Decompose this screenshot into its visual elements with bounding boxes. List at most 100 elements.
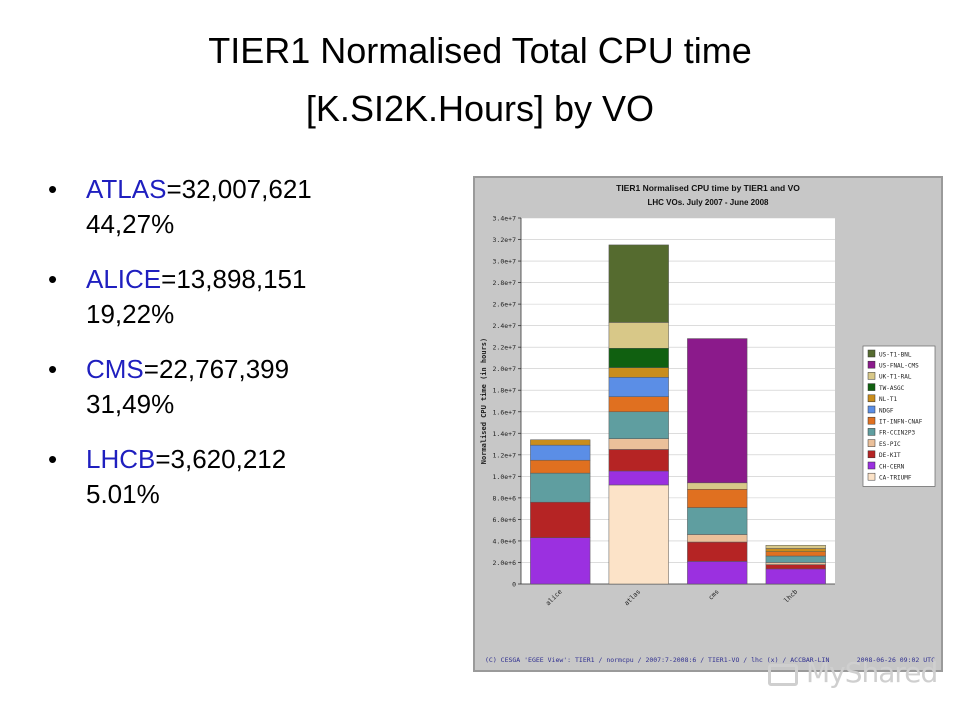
legend-swatch <box>867 461 876 470</box>
vo-name: ALICE <box>86 264 162 294</box>
chart-legend: US-T1-BNL US-FNAL-CMS UK-T1-RAL TW-ASGC NL-T… <box>862 345 936 487</box>
bar-segment-alice-ndgf <box>530 444 591 461</box>
y-tick-label: 1.2e+7 <box>493 451 517 459</box>
y-tick-label: 2.8e+7 <box>493 279 517 287</box>
bar-segment-atlas-ca-triumf <box>608 484 669 585</box>
bullet-alice: ALICE=13,898,151 19,22% <box>48 262 428 332</box>
slide-title-line2: [K.SI2K.Hours] by VO <box>305 88 655 129</box>
bar-segment-lhcb-uk-t1-ral <box>765 544 826 549</box>
y-tick-label: 8.0e+6 <box>493 494 517 502</box>
vo-name: LHCB <box>86 444 156 474</box>
slide-title-line1: TIER1 Normalised Total CPU time <box>208 30 752 71</box>
bullet-atlas: ATLAS=32,007,621 44,27% <box>48 172 428 242</box>
vo-percent: 44,27% <box>86 209 175 239</box>
chart-footer-date: 2008-06-26 09:02 UTC <box>856 656 935 664</box>
y-tick-label: 1.8e+7 <box>493 387 517 395</box>
vo-bullet-list: ATLAS=32,007,621 44,27% ALICE=13,898,151… <box>48 172 428 532</box>
bar-segment-cms-us-fnal-cms <box>687 338 748 484</box>
legend-swatch <box>867 472 876 481</box>
legend-swatch <box>867 383 876 391</box>
bar-segment-cms-uk-t1-ral <box>687 482 748 490</box>
y-tick-label: 2.6e+7 <box>493 301 517 309</box>
bar-segment-lhcb-es-pic <box>765 562 826 565</box>
bar-segment-cms-ch-cern <box>687 561 748 585</box>
legend-swatch <box>867 349 876 358</box>
bar-segment-cms-de-kit <box>687 541 748 562</box>
bar-segment-lhcb-nl-t1 <box>765 548 826 552</box>
vo-name: CMS <box>86 354 144 384</box>
y-tick-label: 1.6e+7 <box>493 408 517 416</box>
vo-value: =13,898,151 <box>161 264 307 294</box>
vo-value: =3,620,212 <box>155 444 287 474</box>
chart-title: TIER1 Normalised CPU time by TIER1 and V… <box>616 183 800 193</box>
cpu-stacked-bar-chart: TIER1 Normalised CPU time by TIER1 and V… <box>480 183 936 608</box>
bar-segment-atlas-es-pic <box>608 438 669 450</box>
vo-percent: 5.01% <box>86 479 160 509</box>
legend-swatch <box>867 394 876 403</box>
bar-segment-lhcb-ch-cern <box>765 568 826 585</box>
y-tick-label: 6.0e+6 <box>493 516 517 524</box>
legend-label: FR-CCIN2P3 <box>879 430 916 437</box>
x-tick-label: lhcb <box>782 588 799 605</box>
bar-segment-atlas-nl-t1 <box>608 367 669 378</box>
legend-label: UK-T1-RAL <box>879 374 912 381</box>
bar-segment-atlas-de-kit <box>608 449 669 472</box>
slide-title: TIER1 Normalised Total CPU time [K.SI2K.… <box>0 22 960 138</box>
y-tick-label: 1.4e+7 <box>493 430 517 438</box>
y-tick-label: 3.2e+7 <box>493 236 517 244</box>
vo-value: =32,007,621 <box>166 174 312 204</box>
y-tick-label: 3.0e+7 <box>493 258 517 266</box>
vo-percent: 31,49% <box>86 389 175 419</box>
bar-segment-alice-ch-cern <box>530 537 591 585</box>
bar-segment-cms-es-pic <box>687 534 748 543</box>
legend-label: NDGF <box>879 407 894 414</box>
bar-segment-atlas-tw-asgc <box>608 348 669 368</box>
bar-segment-lhcb-fr-ccin2p3 <box>765 555 826 563</box>
bar-segment-atlas-fr-ccin2p3 <box>608 411 669 439</box>
vo-value: =22,767,399 <box>143 354 290 384</box>
y-tick-label: 3.4e+7 <box>493 215 517 223</box>
vo-percent: 19,22% <box>86 299 175 329</box>
legend-label: NL-T1 <box>879 396 897 403</box>
bar-segment-lhcb-de-kit <box>765 564 826 570</box>
bar-segment-cms-it-infn-cnaf <box>687 489 748 508</box>
bar-segment-cms-fr-ccin2p3 <box>687 507 748 535</box>
legend-label: ES-PIC <box>879 441 901 448</box>
bullet-cms: CMS=22,767,399 31,49% <box>48 352 428 422</box>
legend-label: US-T1-BNL <box>879 351 912 358</box>
bar-segment-atlas-us-t1-bnl <box>608 244 669 323</box>
bar-segment-atlas-ch-cern <box>608 470 669 486</box>
legend-label: US-FNAL-CMS <box>879 363 919 370</box>
vo-name: ATLAS <box>86 174 167 204</box>
bar-segment-lhcb-it-infn-cnaf <box>765 551 826 557</box>
y-tick-label: 1.0e+7 <box>493 473 517 481</box>
watermark-text: MyShared <box>806 656 938 689</box>
y-tick-label: 2.0e+6 <box>493 559 517 567</box>
cpu-chart-frame: TIER1 Normalised CPU time by TIER1 and V… <box>473 176 943 672</box>
legend-swatch <box>867 416 876 425</box>
chart-footer-source: (C) CESGA 'EGEE View': TIER1 / normcpu /… <box>485 656 830 664</box>
bar-segment-atlas-uk-t1-ral <box>608 322 669 349</box>
x-tick-label: alice <box>544 588 564 608</box>
legend-swatch <box>867 450 876 459</box>
y-tick-label: 2.2e+7 <box>493 344 517 352</box>
legend-label: TW-ASGC <box>879 385 905 392</box>
legend-swatch <box>867 428 876 436</box>
legend-label: DE-KIT <box>879 452 901 459</box>
watermark-icon <box>768 664 798 686</box>
legend-label: CA-TRIUMF <box>879 475 912 482</box>
bar-segment-alice-it-infn-cnaf <box>530 459 591 474</box>
bar-segment-alice-nl-t1 <box>530 439 591 446</box>
bar-segment-atlas-it-infn-cnaf <box>608 396 669 413</box>
y-tick-label: 2.4e+7 <box>493 322 517 330</box>
bar-segment-alice-de-kit <box>530 501 591 538</box>
legend-swatch <box>867 405 876 414</box>
bar-segment-alice-fr-ccin2p3 <box>530 472 591 503</box>
y-tick-label: 0 <box>512 581 516 589</box>
y-tick-label: 4.0e+6 <box>493 537 517 545</box>
y-axis-label: Normalised CPU time (in hours) <box>480 338 488 464</box>
x-tick-label: cms <box>707 588 721 602</box>
legend-label: IT-INFN-CNAF <box>879 419 923 426</box>
legend-swatch <box>867 372 876 380</box>
bar-segment-atlas-ndgf <box>608 377 669 397</box>
